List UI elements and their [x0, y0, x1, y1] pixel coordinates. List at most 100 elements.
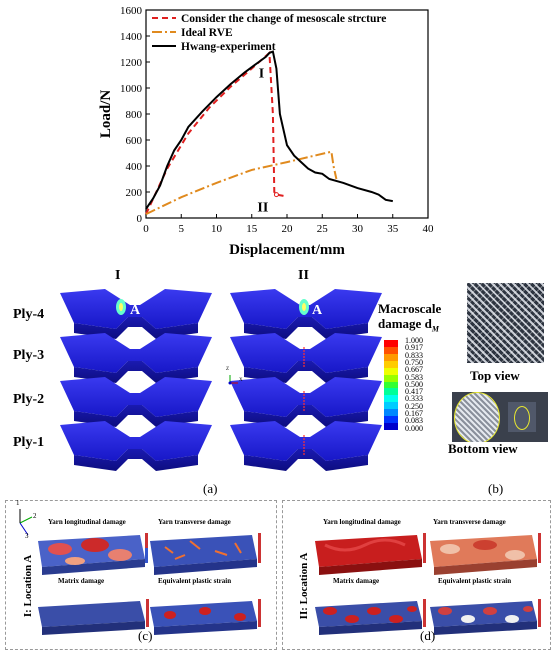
y-tick-label: 0	[137, 213, 143, 225]
colorbar-mini	[538, 533, 541, 563]
colorbar-tick-label: 0.333	[405, 394, 423, 404]
colorbar-tick-label: 0.917	[405, 343, 423, 353]
column-label-II: II	[298, 268, 309, 283]
legend-title: Macroscale damage dM	[378, 301, 441, 337]
ply-label-2: Ply-2	[13, 392, 45, 407]
ply-stack-II	[230, 289, 382, 471]
damage-spot	[119, 303, 123, 311]
colorbar-mini	[423, 599, 426, 627]
colorbar-swatch	[384, 402, 398, 410]
y-tick-label: 800	[126, 109, 143, 121]
x-tick-label: 20	[282, 223, 294, 235]
colorbar-tick-label: 0.167	[405, 409, 423, 418]
damage-contour-blocks	[38, 533, 541, 635]
block-d-yarn-long	[315, 535, 422, 575]
axis-triad	[228, 375, 238, 385]
block-c-yarn-trans	[150, 535, 257, 575]
legend-entry-1: Consider the change of mesoscale strctur…	[181, 13, 386, 25]
column-label-I: I	[115, 268, 121, 283]
colorbar-tick-label: 0.833	[405, 350, 423, 360]
x-axis-label: Displacement/mm	[229, 242, 345, 258]
point-label-A-I: A	[130, 303, 141, 318]
x-tick-label: 10	[211, 223, 223, 235]
axis-triad-x: X	[239, 378, 243, 383]
colorbar-swatch	[384, 360, 398, 368]
annotation-I: I	[259, 67, 264, 82]
c-title-yarn-long: Yarn longitudinal damage	[48, 518, 126, 526]
d-title-yarn-trans: Yarn transverse damage	[433, 518, 506, 526]
colorbar-tick-label: 0.500	[405, 379, 423, 389]
block-d-eq-plastic	[430, 601, 537, 635]
c-title-matrix: Matrix damage	[58, 577, 105, 585]
x-tick-label: 5	[179, 223, 185, 235]
legend-entry-2: Ideal RVE	[181, 27, 233, 39]
colorbar-mini	[258, 533, 261, 563]
y-tick-label: 1000	[120, 83, 143, 95]
d-title-yarn-long: Yarn longitudinal damage	[323, 518, 401, 526]
colorbar-swatch	[384, 374, 398, 382]
x-tick-label: 30	[352, 223, 364, 235]
colorbar-tick-label: 0.250	[405, 401, 423, 411]
ply-contour-figure	[60, 289, 382, 471]
point-label-A-II: A	[312, 303, 323, 318]
material-triad	[19, 509, 33, 536]
colorbar-swatch	[384, 423, 398, 430]
c-title-eq-plastic: Equivalent plastic strain	[158, 577, 232, 585]
panel-c-border	[5, 500, 277, 650]
colorbar-swatch	[384, 340, 398, 347]
bottom-view-label: Bottom view	[448, 441, 518, 456]
ply-shape	[230, 377, 382, 427]
colorbar-tick-label: 0.000	[405, 423, 423, 433]
colorbar-tick-label: 0.667	[405, 365, 423, 375]
axis-triad-z: Z	[226, 367, 230, 372]
panel-label-a: (a)	[203, 481, 218, 496]
ply-shape	[230, 421, 382, 471]
colorbar-swatch	[384, 395, 398, 403]
series-line-1	[145, 50, 284, 215]
ply-shape	[60, 377, 212, 427]
colorbar-tick-label: 0.583	[405, 372, 423, 382]
legend-title-line1: Macroscale	[378, 301, 442, 316]
colorbar-swatch	[384, 381, 398, 389]
y-tick-label: 200	[126, 187, 143, 199]
series-line-3	[145, 50, 393, 210]
y-tick-label: 1400	[120, 31, 143, 43]
colorbar-mini	[423, 533, 426, 563]
colorbar-mini	[258, 599, 261, 627]
y-tick-label: 1600	[120, 5, 143, 17]
ply-shape	[230, 333, 382, 383]
bottom-view-photo	[452, 392, 548, 442]
annotation-II: II	[257, 201, 268, 216]
triad-label-2: 2	[33, 512, 37, 520]
colorbar-swatch	[384, 367, 398, 375]
y-axis-label: Load/N	[98, 90, 114, 139]
colorbar-swatch	[384, 409, 398, 417]
legend-title-line2: damage dM	[378, 316, 441, 337]
x-tick-label: 0	[143, 223, 149, 235]
plot-area: 0 5 10 15 20 25 30 35 40020040060080010001200140…	[98, 5, 434, 258]
load-displacement-chart: 0 5 10 15 20 25 30 35 40020040060080010001200140…	[98, 5, 434, 258]
panel-label-d: (d)	[420, 628, 436, 643]
block-c-eq-plastic	[150, 601, 257, 635]
panel-label-c: (c)	[138, 628, 153, 643]
ply-shape	[60, 421, 212, 471]
ply-label-3: Ply-3	[13, 348, 45, 363]
y-tick-label: 1200	[120, 57, 143, 69]
colorbar-swatch	[384, 388, 398, 396]
y-tick-label: 400	[126, 161, 143, 173]
colorbar-tick-label: 1.000	[405, 336, 423, 345]
legend-title-subscript: M	[431, 324, 439, 334]
panel-d-border	[282, 500, 551, 650]
ply-stack-I	[60, 289, 212, 471]
damage-colorbar	[384, 340, 398, 430]
top-view-photo	[467, 283, 544, 363]
y-tick-label: 600	[126, 135, 143, 147]
panel-label-b: (b)	[488, 481, 504, 496]
top-view-label: Top view	[470, 368, 520, 383]
colorbar-mini	[145, 533, 148, 563]
ply-shape	[60, 333, 212, 383]
colorbar-mini	[538, 599, 541, 627]
block-d-yarn-trans	[430, 535, 537, 575]
colorbar-swatch	[384, 346, 398, 354]
colorbar-tick-label: 0.083	[405, 416, 423, 426]
